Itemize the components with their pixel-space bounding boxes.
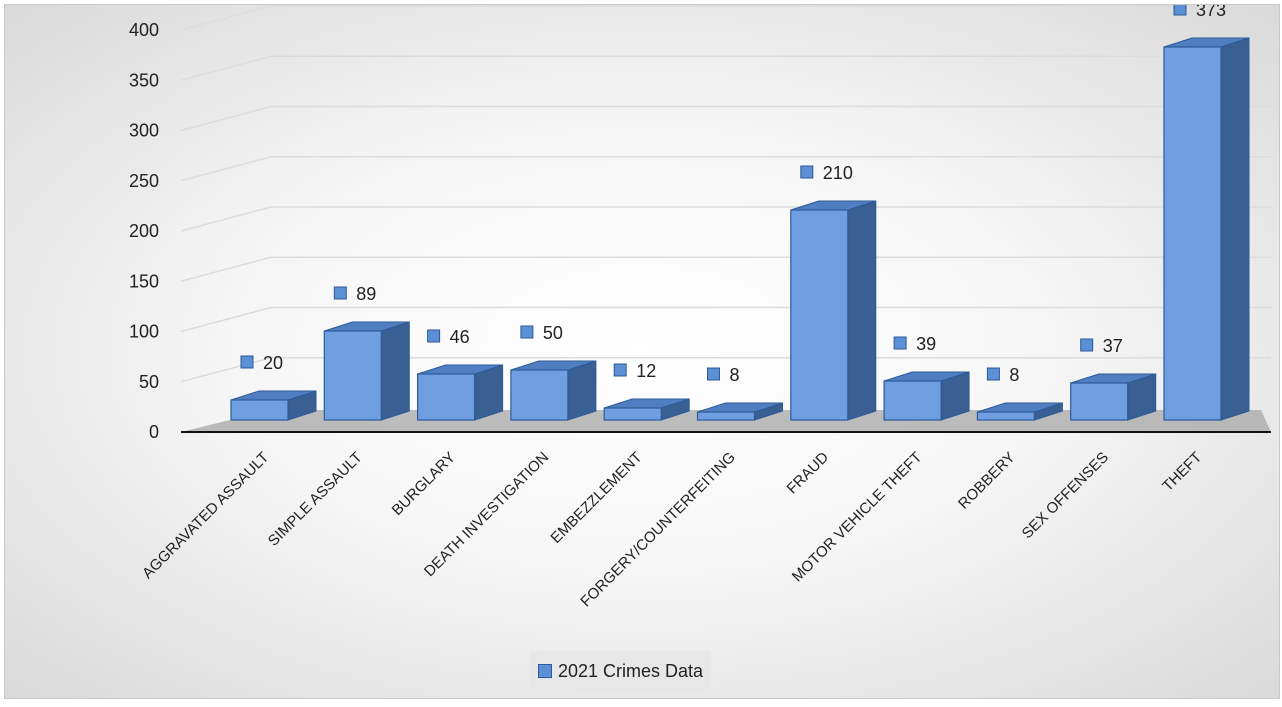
bar-chart: 0 50 100 150 200 250 300 350 400 20 AGGRAVATED ASS… <box>129 5 1271 611</box>
bar <box>603 398 690 421</box>
gridline <box>180 357 1271 383</box>
bar-front <box>417 373 476 421</box>
bar <box>230 390 317 421</box>
x-tick-label: SEX OFFENSES <box>1019 449 1112 542</box>
bar-front <box>790 209 849 421</box>
data-label-marker <box>520 325 534 339</box>
data-label-marker <box>240 355 254 369</box>
gridline <box>180 256 1271 282</box>
x-tick-label: FORGERY/COUNTERFEITING <box>577 449 739 611</box>
bar <box>790 200 877 421</box>
bar-front <box>1070 382 1129 421</box>
legend-label: 2021 Crimes Data <box>558 660 704 681</box>
data-label: 8 <box>1009 365 1019 385</box>
data-label: 46 <box>450 327 470 347</box>
gridline <box>180 5 1271 31</box>
data-label: 12 <box>636 361 656 381</box>
bar <box>976 402 1063 421</box>
y-tick-label: 350 <box>129 70 159 90</box>
y-tick-label: 250 <box>129 171 159 191</box>
x-tick-label: THEFT <box>1159 449 1205 495</box>
x-tick-label: BURGLARY <box>389 449 459 519</box>
x-tick-label: AGGRAVATED ASSAULT <box>139 449 272 582</box>
bar <box>417 364 504 421</box>
gridline <box>180 206 1271 232</box>
y-tick-label: 150 <box>129 271 159 291</box>
bar <box>696 402 783 421</box>
x-tick-label: FRAUD <box>784 449 833 498</box>
bar-front <box>510 369 569 421</box>
y-tick-label: 0 <box>149 422 159 442</box>
gridline <box>180 306 1271 333</box>
data-label: 373 <box>1196 5 1226 20</box>
x-tick-label: SIMPLE ASSAULT <box>265 449 366 550</box>
data-label-marker <box>613 363 627 377</box>
data-label-marker <box>707 367 720 381</box>
data-label: 37 <box>1103 336 1123 356</box>
data-label-marker <box>986 367 1000 381</box>
gridline <box>180 156 1271 182</box>
data-label: 20 <box>263 353 283 373</box>
data-label: 39 <box>916 334 936 354</box>
y-tick-label: 400 <box>129 20 159 40</box>
y-tick-label: 200 <box>129 221 159 241</box>
data-label-marker <box>893 336 907 350</box>
bar-front <box>1163 46 1222 421</box>
chart-area: 0 50 100 150 200 250 300 350 400 20 AGGRAVATED ASS… <box>4 4 1280 699</box>
bar-front <box>696 411 756 421</box>
bar <box>1070 373 1157 421</box>
y-tick-label: 100 <box>129 322 159 342</box>
data-label-marker <box>333 286 347 300</box>
y-tick-label: 300 <box>129 121 159 141</box>
data-label-marker <box>800 165 814 179</box>
bar-front <box>883 380 942 421</box>
data-label-marker <box>1173 5 1187 16</box>
data-label-marker <box>427 329 441 343</box>
bar-front <box>230 399 289 421</box>
gridline <box>180 105 1271 132</box>
bar <box>510 360 597 421</box>
bar-side <box>847 200 877 421</box>
data-label: 50 <box>543 323 563 343</box>
data-label: 210 <box>823 163 853 183</box>
legend: 2021 Crimes Data <box>530 651 712 691</box>
bar-side <box>474 364 504 421</box>
bar-side <box>1220 37 1250 421</box>
bar <box>323 321 410 421</box>
legend-swatch <box>538 664 552 678</box>
x-tick-label: ROBBERY <box>955 449 1019 513</box>
bar-front <box>976 411 1036 421</box>
bar-side <box>380 321 410 421</box>
y-tick-label: 50 <box>139 372 159 392</box>
x-tick-label: EMBEZZLEMENT <box>547 449 645 547</box>
bar-side <box>567 360 597 421</box>
data-label: 8 <box>730 365 740 385</box>
data-label-marker <box>1080 338 1094 352</box>
bar <box>883 371 970 421</box>
bar-front <box>323 330 382 421</box>
gridline <box>180 55 1271 81</box>
data-label: 89 <box>356 284 376 304</box>
bar <box>1163 37 1250 421</box>
bar-front <box>603 407 662 421</box>
